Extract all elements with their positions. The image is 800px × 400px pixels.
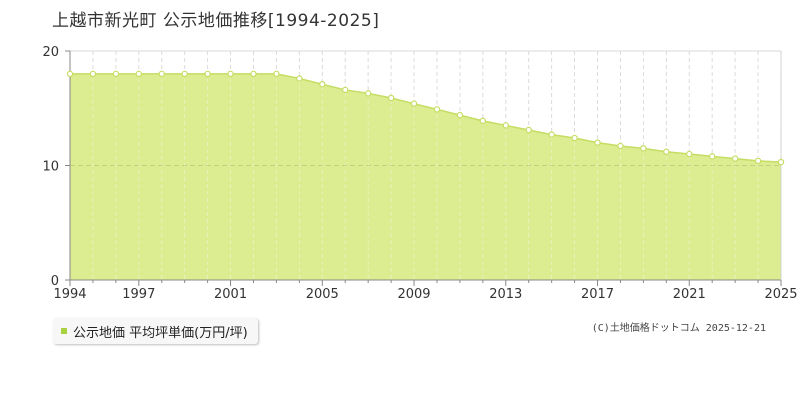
x-tick-label: 2017 (581, 287, 614, 302)
data-point (571, 134, 578, 142)
marker-layer (66, 70, 785, 166)
data-point (250, 70, 257, 78)
x-tick-label: 1994 (53, 287, 86, 302)
x-tick-label: 2001 (214, 287, 247, 302)
x-tick-label: 2013 (489, 287, 522, 302)
data-point (204, 70, 211, 78)
data-point (433, 106, 441, 113)
legend: 公示地価 平均坪単価(万円/坪) (53, 318, 258, 344)
series-line (70, 73, 782, 163)
area-layer (70, 51, 782, 281)
y-tick-label: 20 (42, 45, 59, 60)
area-chart: 0 10 20 1994 1997 2001 2005 2009 2013 2017 2021 202… (42, 45, 797, 302)
data-point (227, 70, 234, 78)
data-point (387, 94, 395, 102)
label-layer: 0 10 20 1994 1997 2001 2005 2009 2013 2017 2021 202… (42, 45, 797, 302)
x-tick-label: 1997 (122, 287, 155, 302)
data-point (296, 75, 303, 82)
data-point (708, 153, 716, 160)
data-point (548, 131, 555, 138)
data-point (410, 100, 418, 107)
x-tick-label: 2005 (306, 287, 339, 302)
axis-layer (65, 50, 782, 286)
data-point (479, 117, 487, 125)
x-tick-label: 2009 (397, 287, 430, 302)
copyright-credit: (C)土地価格ドットコム 2025-12-21 (591, 323, 766, 334)
data-point (158, 70, 165, 78)
data-point (594, 139, 601, 146)
data-point (364, 90, 372, 97)
data-point (640, 145, 647, 152)
chart-title: 上越市新光町 公示地価推移[1994-2025] (52, 11, 380, 31)
y-tick-label: 0 (51, 274, 59, 289)
legend-swatch (61, 328, 67, 334)
data-point (686, 150, 693, 158)
x-tick-label: 2021 (673, 287, 706, 302)
data-point (525, 126, 532, 134)
y-tick-label: 10 (42, 160, 59, 175)
data-point (273, 70, 280, 78)
x-tick-label: 2025 (764, 287, 797, 302)
data-point (342, 86, 349, 94)
data-point (112, 70, 120, 78)
data-point (663, 148, 670, 155)
data-point (319, 81, 326, 88)
data-point (777, 158, 785, 166)
data-point (66, 70, 74, 78)
data-point (731, 155, 739, 162)
area-fill (70, 73, 781, 281)
data-point (135, 70, 143, 78)
data-point (89, 70, 97, 78)
data-point (502, 122, 509, 129)
legend-label: 公示地価 平均坪単価(万円/坪) (73, 325, 248, 341)
data-point (456, 111, 464, 119)
data-point (754, 157, 762, 165)
data-point (181, 70, 188, 78)
data-point (617, 142, 624, 150)
